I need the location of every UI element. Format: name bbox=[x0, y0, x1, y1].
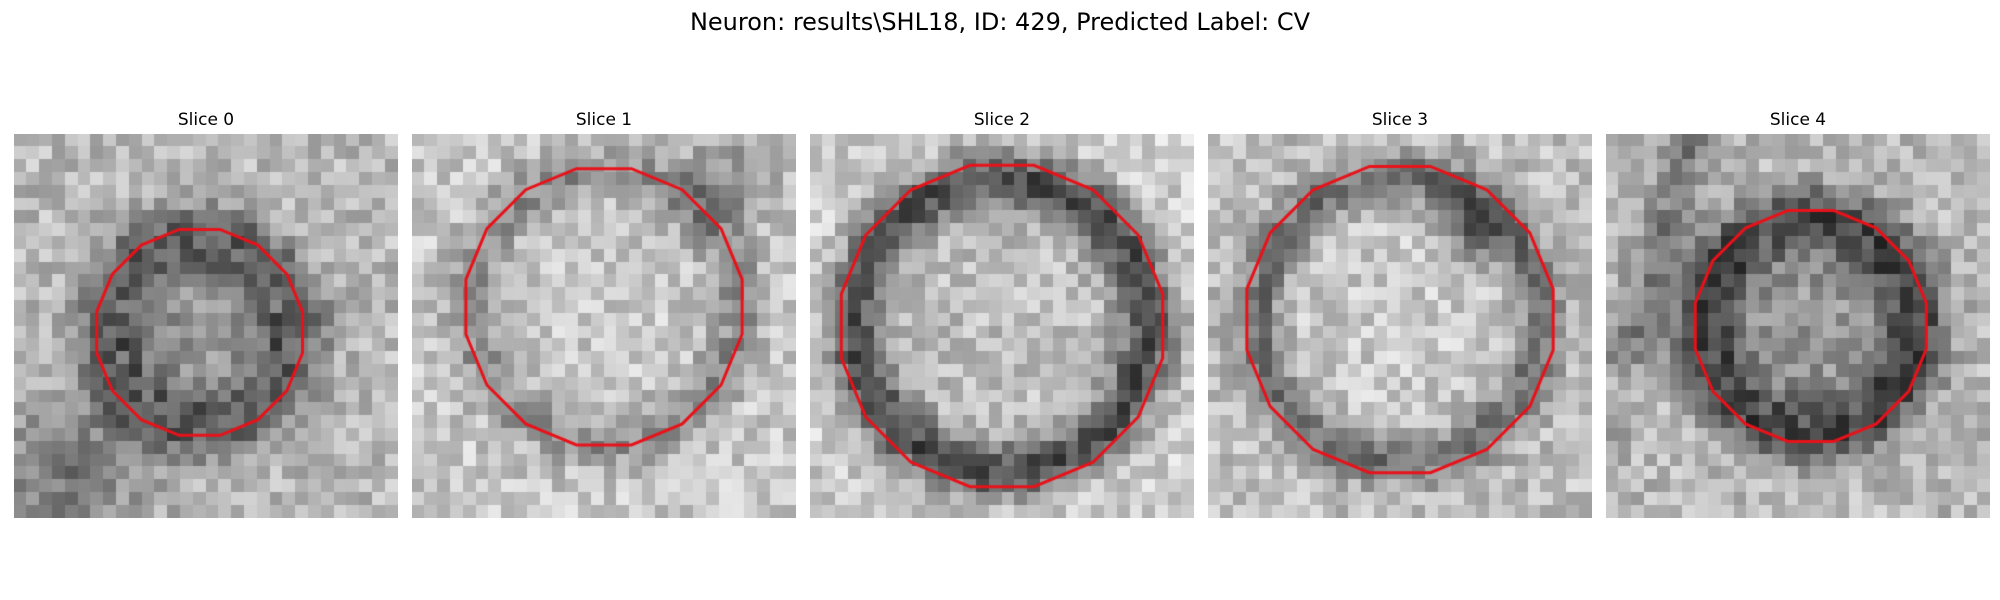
figure-title: Neuron: results\SHL18, ID: 429, Predicte… bbox=[689, 8, 1311, 36]
slice-title-0: Slice 0 bbox=[177, 110, 235, 130]
slice-panel-1: Slice 1 bbox=[412, 110, 796, 520]
slice-image-1 bbox=[412, 134, 796, 518]
slice-panel-0: Slice 0 bbox=[14, 110, 398, 520]
slice-title-2: Slice 2 bbox=[973, 110, 1031, 130]
slice-panel-2: Slice 2 bbox=[810, 110, 1194, 520]
slice-image-0 bbox=[14, 134, 398, 518]
slice-image-2 bbox=[810, 134, 1194, 518]
slice-title-3: Slice 3 bbox=[1371, 110, 1429, 130]
slice-panel-4: Slice 4 bbox=[1606, 110, 1990, 520]
slice-title-4: Slice 4 bbox=[1769, 110, 1827, 130]
slice-image-4 bbox=[1606, 134, 1990, 518]
slice-title-1: Slice 1 bbox=[575, 110, 633, 130]
slice-image-3 bbox=[1208, 134, 1592, 518]
slice-panel-3: Slice 3 bbox=[1208, 110, 1592, 520]
